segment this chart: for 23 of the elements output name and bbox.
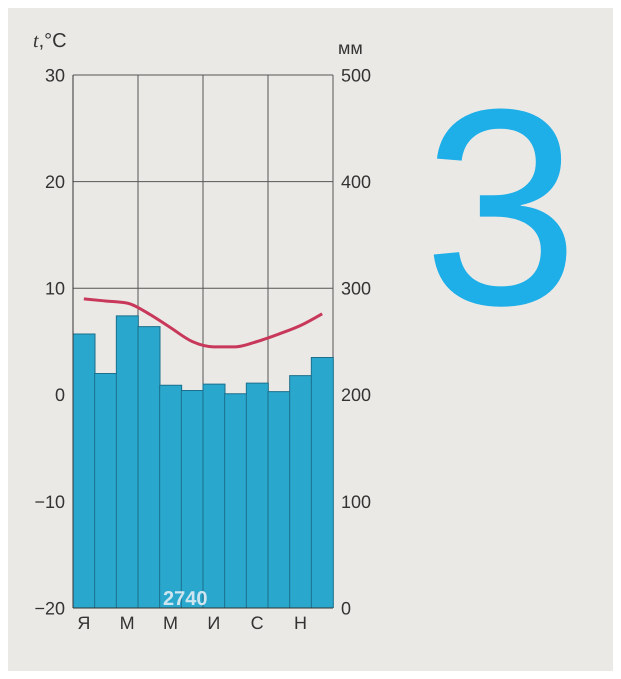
line-series [82, 297, 324, 348]
y2-tick-label: 0 [341, 598, 352, 618]
y-tick-label: −20 [34, 598, 65, 618]
x-tick-label: С [250, 612, 264, 633]
y2-tick-label: 400 [341, 172, 372, 192]
x-tick-label: И [207, 612, 220, 633]
y2-axis-title: мм [338, 38, 363, 59]
y-tick-label: 10 [44, 278, 65, 299]
annotation: 2740 [163, 588, 208, 611]
y-tick-label: 30 [44, 65, 65, 86]
y2-tick-label: 100 [341, 492, 372, 512]
x-tick-label: Я [77, 612, 90, 633]
y-tick-label: 0 [54, 385, 65, 406]
y-tick-label: 20 [44, 172, 65, 192]
y2-tick-label: 200 [341, 385, 372, 406]
y2-tick-label: 500 [341, 65, 372, 86]
x-tick-label: М [120, 612, 135, 633]
x-tick-label: М [163, 612, 178, 633]
x-tick-label: Н [294, 612, 307, 633]
y2-tick-label: 300 [341, 278, 372, 299]
y-axis-title: t,°C [33, 30, 67, 53]
text: 3 [423, 52, 579, 364]
y-tick-label: −10 [34, 492, 65, 512]
